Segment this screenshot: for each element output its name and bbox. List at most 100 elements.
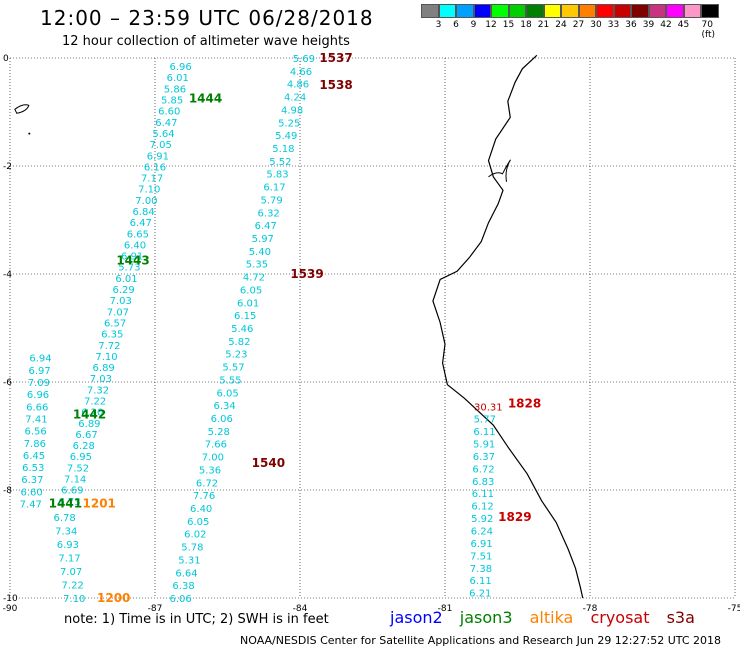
swh-value: 6.17 [263,183,285,194]
legend-jason3: jason3 [459,608,513,627]
legend-altika: altika [529,608,574,627]
y-tick-label: -6 [3,378,12,388]
swh-value: 6.89 [78,419,100,430]
map-title: 12:00 – 23:59 UTC 06/28/2018 [40,6,374,30]
swh-value: 4.98 [281,105,303,116]
legend-s3a: s3a [666,608,695,627]
y-tick-label: -8 [3,486,12,496]
swh-value: 6.47 [130,218,152,229]
pass-time-label: 1829 [498,510,531,524]
swh-value: 6.05 [216,388,238,399]
swh-value: 7.52 [67,463,89,474]
swh-value: 7.10 [138,185,160,196]
pass-time-label: 1539 [290,267,323,281]
swh-value: 7.41 [25,414,47,425]
swh-value: 6.94 [29,354,51,365]
wave-height-color-scale: 3 6 9 12 15 18 21 24 27 30 33 36 39 42 45 70 (ft) [421,4,736,40]
swh-value: 6.89 [93,363,115,374]
swh-value: 7.00 [202,453,224,464]
swh-value: 6.83 [472,477,494,488]
scale-label: 39 [642,20,655,30]
swh-value: 6.57 [104,318,126,329]
swh-value: 4.72 [243,273,265,284]
pass-time-labels: 1537 1538 1539 1540 1444 1443 1442 1441 1201 1200… [49,51,542,605]
scale-swatch [473,4,491,18]
swh-value: 5.23 [225,350,247,361]
swh-value: 6.91 [121,252,143,263]
swh-value: 7.07 [107,307,129,318]
swh-value: 6.64 [175,568,197,579]
swh-value: 6.01 [115,274,137,285]
swh-value: 5.69 [293,54,315,65]
swh-value: 7.17 [58,554,80,565]
swh-value: 5.57 [222,363,244,374]
scale-label: 27 [572,20,585,30]
swh-value: 5.40 [249,247,271,258]
color-scale-labels: 3 6 9 12 15 18 21 24 27 30 33 36 39 42 45 70 (ft) [421,18,736,40]
swh-value: 6.34 [214,401,236,412]
pass-time-label: 1537 [319,51,352,65]
swh-value: 5.49 [275,131,297,142]
swh-value: 5.64 [152,129,174,140]
swh-value: 6.06 [170,594,192,605]
x-tick-label: -75 [728,604,740,614]
swh-value: 6.93 [57,540,79,551]
swh-value: 6.29 [112,285,134,296]
swh-value: 6.32 [258,208,280,219]
scale-label: 36 [625,20,637,30]
y-tick-label: -4 [3,270,12,280]
swh-value: 6.96 [170,62,192,73]
swh-value: 6.02 [184,530,206,541]
swh-value: 6.69 [61,486,83,497]
swh-value: 4.66 [290,67,312,78]
swh-value: 7.10 [95,352,117,363]
scale-swatch [596,4,614,18]
legend-cryosat: cryosat [590,608,650,627]
swh-value: 6.60 [20,487,42,498]
swh-value: 7.05 [150,140,172,151]
swh-value: 6.35 [101,330,123,341]
swh-value: 7.86 [24,439,46,450]
scale-swatch [666,4,684,18]
swh-value: 7.03 [110,296,132,307]
swh-value: 7.51 [470,551,492,562]
swh-value: 6.37 [473,452,495,463]
color-scale-swatches [421,4,736,18]
swh-value: 6.16 [144,162,166,173]
swh-value: 7.03 [90,374,112,385]
swh-value: 6.12 [471,502,493,513]
swh-value: 6.06 [211,414,233,425]
pass-time-label: 1444 [189,92,222,106]
swh-value: 7.09 [28,378,50,389]
swh-value: 7.22 [84,396,106,407]
swh-value: 6.20 [81,408,103,419]
swh-value: 5.25 [278,118,300,129]
swh-value: 7.22 [62,581,84,592]
scale-swatch [561,4,579,18]
swh-value: 6.15 [234,311,256,322]
swh-value: 6.47 [255,221,277,232]
swh-value: 7.14 [64,475,86,486]
swh-value: 5.31 [178,555,200,566]
swh-value: 4.86 [287,80,309,91]
swh-value: 7.32 [87,385,109,396]
swh-value: 5.28 [208,427,230,438]
swh-value: 7.07 [60,567,82,578]
south-america-coastline [432,54,584,599]
swh-value: 5.77 [474,415,496,426]
swh-value: 6.73 [58,497,80,508]
swh-value: 7.76 [193,491,215,502]
swh-value: 5.46 [231,324,253,335]
galapagos-island [14,104,30,114]
swh-value: 5.35 [246,260,268,271]
swh-value: 6.37 [21,475,43,486]
scale-label: 42 [660,20,672,30]
swh-value: 6.01 [237,298,259,309]
scale-swatch [508,4,526,18]
scale-swatch [683,4,701,18]
satellite-legend: jason2 jason3 altika cryosat s3a [390,608,707,627]
scale-swatch [438,4,456,18]
scale-label: 12 [485,20,497,30]
swh-value: 5.91 [473,440,495,451]
swh-value: 6.24 [471,527,493,538]
